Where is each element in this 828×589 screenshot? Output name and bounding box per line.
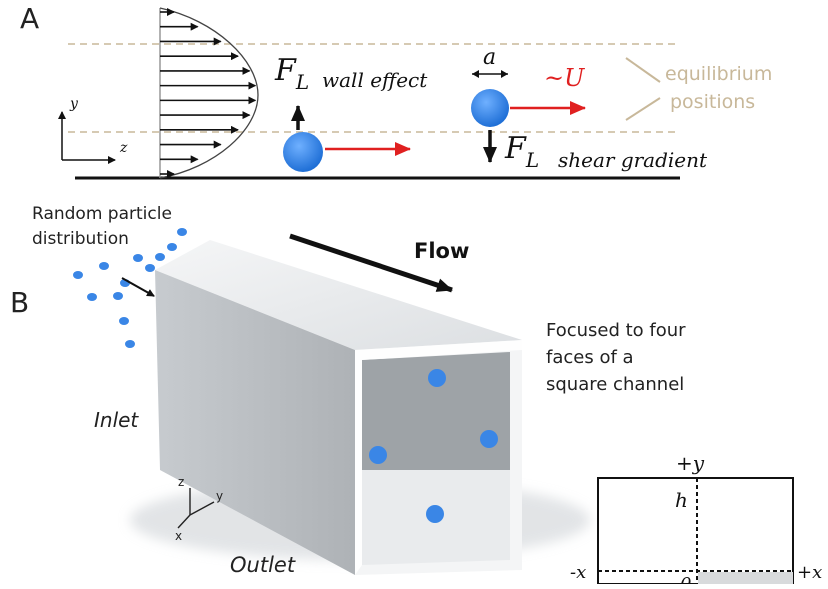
panel-a: A y z FL wall effect ~U a FL shear grad bbox=[20, 2, 772, 180]
shear-gradient-label: shear gradient bbox=[558, 148, 708, 172]
panel-b: B Random particle distribution bbox=[10, 204, 822, 589]
panel-b-label: B bbox=[10, 286, 29, 319]
cross-section-minus-x: -x bbox=[570, 562, 586, 583]
focused-particle-left bbox=[369, 446, 387, 464]
velocity-label: ~U bbox=[544, 64, 585, 92]
spacing-double-arrow bbox=[472, 70, 508, 78]
focused-line-1: Focused to four bbox=[546, 320, 686, 341]
near-wall-particle bbox=[283, 132, 323, 172]
flow-arrow bbox=[289, 233, 453, 293]
velocity-profile-curve bbox=[159, 7, 259, 179]
axis-y-label: y bbox=[69, 96, 79, 112]
axis-indicator-a: y z bbox=[58, 96, 128, 164]
random-distribution-line-2: distribution bbox=[32, 229, 129, 249]
cross-section-origin: 0 bbox=[680, 574, 691, 584]
focused-particle-top bbox=[428, 369, 446, 387]
wall-effect-label: wall effect bbox=[322, 68, 428, 92]
cross-section-outline bbox=[597, 477, 794, 585]
axis-b-z: z bbox=[178, 475, 184, 489]
cross-section-plus-x: +x bbox=[797, 562, 822, 583]
channel-side-face bbox=[155, 270, 355, 575]
cross-section-shaded-quadrant bbox=[698, 572, 793, 584]
equilibrium-line-2: positions bbox=[670, 91, 755, 113]
channel-back-wall bbox=[362, 352, 510, 470]
force-symbol-upper: FL bbox=[274, 53, 309, 94]
panel-a-label: A bbox=[20, 2, 39, 35]
random-distribution-line-1: Random particle bbox=[32, 204, 172, 224]
cross-section-diagram: +y h -x +x 0 bbox=[570, 451, 822, 589]
equilibrium-line-1: equilibrium bbox=[665, 63, 772, 85]
cross-section-plus-y: +y bbox=[676, 451, 705, 475]
velocity-profile-arrows bbox=[160, 8, 257, 178]
focused-particle-right bbox=[480, 430, 498, 448]
force-symbol-lower: FL bbox=[504, 131, 539, 172]
axis-b-x: x bbox=[175, 529, 182, 543]
equilibrium-pointer-lines bbox=[625, 57, 661, 121]
flow-label: Flow bbox=[414, 239, 469, 263]
inlet-label: Inlet bbox=[94, 408, 139, 432]
random-particles bbox=[73, 228, 187, 348]
axis-indicator-b: z y x bbox=[175, 475, 223, 543]
axis-b-y: y bbox=[216, 489, 223, 503]
outlet-label: Outlet bbox=[230, 553, 296, 577]
axis-z-label: z bbox=[119, 140, 128, 156]
focused-line-2: faces of a bbox=[546, 347, 634, 368]
focused-particle-bottom bbox=[426, 505, 444, 523]
channel-top-face bbox=[155, 240, 522, 352]
equilibrium-particle bbox=[471, 89, 509, 127]
inlet-arrow bbox=[121, 277, 155, 297]
cross-section-h: h bbox=[675, 488, 688, 512]
focused-line-3: square channel bbox=[546, 374, 684, 395]
spacing-symbol: a bbox=[483, 45, 496, 70]
